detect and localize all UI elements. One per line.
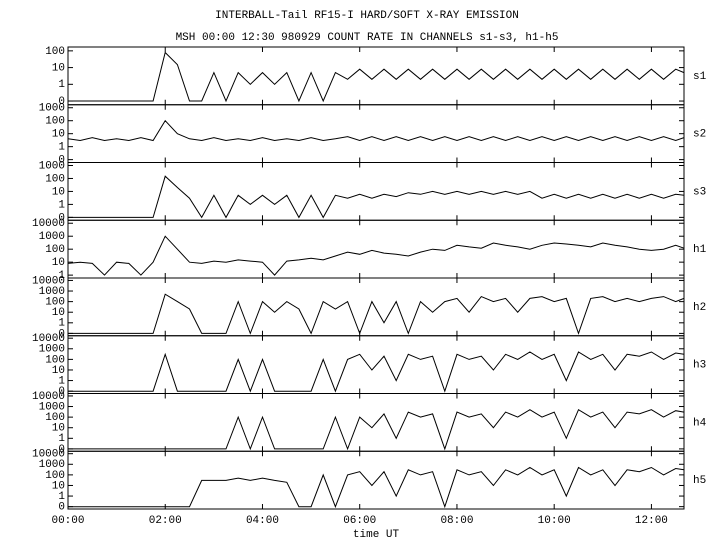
y-tick-label: 10 — [52, 423, 65, 435]
x-axis-label: time UT — [353, 529, 400, 541]
y-tick-label: 10000 — [32, 333, 65, 345]
y-tick-label: 100 — [45, 46, 65, 58]
trace — [68, 51, 685, 103]
y-tick-label: 1000 — [39, 401, 65, 413]
trace — [68, 175, 685, 219]
y-tick-label: 10 — [52, 186, 65, 198]
y-tick-label: 10000 — [32, 275, 65, 287]
y-tick-label: 10000 — [32, 391, 65, 403]
y-tick-label: 100 — [45, 116, 65, 128]
y-tick-label: 100 — [45, 244, 65, 256]
y-tick-label: 0 — [58, 155, 65, 167]
channel-label: h3 — [693, 360, 706, 372]
y-tick-label: 100 — [45, 297, 65, 309]
y-tick-label: 0 — [58, 444, 65, 456]
y-tick-label: 1 — [58, 79, 65, 91]
panel-frame — [67, 450, 685, 510]
channel-label: h2 — [693, 302, 706, 314]
y-tick-label: 0 — [58, 96, 65, 108]
x-tick-label: 02:00 — [149, 515, 182, 527]
y-tick-label: 1000 — [39, 103, 65, 115]
y-tick-label: 1 — [58, 375, 65, 387]
y-tick-label: 1000 — [39, 344, 65, 356]
channel-label: h1 — [693, 244, 707, 256]
trace — [68, 408, 685, 451]
y-tick-label: 10 — [52, 257, 65, 269]
x-tick-label: 04:00 — [246, 515, 279, 527]
x-tick-label: 08:00 — [440, 515, 473, 527]
channel-label: h5 — [693, 475, 706, 487]
y-tick-label: 10000 — [32, 218, 65, 230]
y-tick-label: 1 — [58, 491, 65, 503]
y-tick-label: 1 — [58, 142, 65, 154]
y-tick-label: 1000 — [39, 286, 65, 298]
y-tick-label: 0 — [58, 502, 65, 514]
y-tick-label: 10000 — [32, 449, 65, 461]
x-tick-label: 10:00 — [538, 515, 571, 527]
trace — [67, 235, 685, 276]
y-tick-label: 10 — [52, 307, 65, 319]
y-tick-label: 10 — [52, 62, 65, 74]
chart-subtitle: MSH 00:00 12:30 980929 COUNT RATE IN CHA… — [176, 32, 559, 44]
y-tick-label: 10 — [52, 365, 65, 377]
trace — [68, 351, 685, 393]
x-tick-label: 12:00 — [635, 515, 668, 527]
y-tick-label: 1000 — [39, 459, 65, 471]
y-tick-label: 10 — [52, 480, 65, 492]
chart-title: INTERBALL-Tail RF15-I HARD/SOFT X-RAY EM… — [215, 10, 519, 22]
trace — [68, 466, 685, 509]
panel-frame — [67, 277, 685, 337]
channel-label: s2 — [693, 129, 706, 141]
trace — [68, 293, 685, 335]
y-tick-label: 100 — [45, 173, 65, 185]
y-tick-label: 0 — [58, 386, 65, 398]
trace — [67, 119, 685, 142]
y-tick-label: 0 — [58, 328, 65, 340]
y-tick-label: 10 — [52, 129, 65, 141]
channel-label: s1 — [693, 71, 707, 83]
channel-label: h4 — [693, 417, 707, 429]
channel-label: s3 — [693, 186, 706, 198]
y-tick-label: 1 — [58, 270, 65, 282]
y-tick-label: 1 — [58, 318, 65, 330]
y-tick-label: 1000 — [39, 231, 65, 243]
panel-frame — [67, 219, 685, 279]
y-tick-label: 0 — [58, 212, 65, 224]
y-tick-label: 1 — [58, 433, 65, 445]
y-tick-label: 100 — [45, 412, 65, 424]
y-tick-label: 1 — [58, 199, 65, 211]
x-tick-label: 00:00 — [51, 515, 84, 527]
y-tick-label: 100 — [45, 470, 65, 482]
y-tick-label: 100 — [45, 354, 65, 366]
y-tick-label: 1000 — [39, 160, 65, 172]
x-tick-label: 06:00 — [343, 515, 376, 527]
panel-frame — [67, 104, 685, 163]
